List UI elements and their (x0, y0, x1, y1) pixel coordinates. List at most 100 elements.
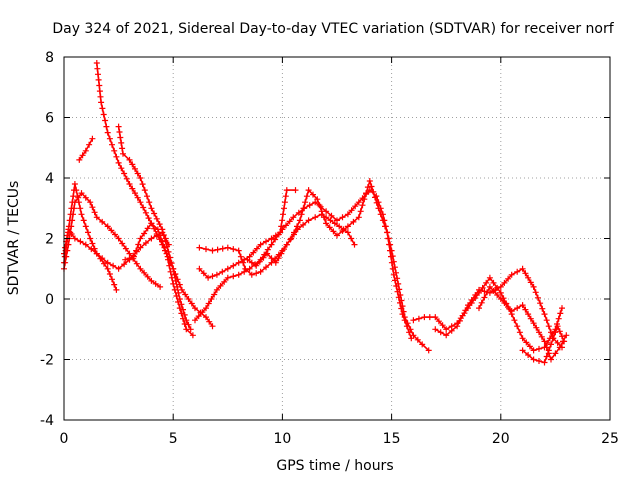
y-tick-label: -2 (40, 353, 54, 369)
data-point-marker (162, 235, 169, 242)
data-point-marker (77, 205, 84, 212)
data-point-marker (185, 321, 192, 328)
data-point-marker (152, 280, 159, 287)
data-point-marker (159, 238, 166, 245)
x-tick-label: 10 (273, 431, 291, 447)
data-point-marker (527, 279, 534, 286)
data-point-marker (209, 323, 216, 330)
data-point-marker (224, 244, 231, 251)
data-point-marker (129, 185, 136, 192)
data-point-marker (156, 221, 163, 228)
data-point-marker (113, 153, 120, 160)
data-point-marker (486, 274, 493, 281)
data-point-marker (323, 214, 330, 221)
data-point-marker (140, 204, 147, 211)
data-point-marker (312, 214, 319, 221)
data-point-marker (208, 296, 215, 302)
data-point-marker (205, 300, 212, 307)
data-point-marker (82, 147, 89, 154)
series-line (434, 267, 563, 349)
data-point-marker (536, 358, 542, 364)
data-point-marker (170, 280, 177, 287)
data-point-marker (94, 65, 101, 72)
tick-labels: 0 5 10 15 20 25 -4 -2 0 2 4 6 8 (40, 50, 619, 447)
data-point-marker (117, 134, 124, 141)
data-point-marker (287, 236, 294, 243)
data-point-marker (373, 199, 380, 206)
data-point-marker (363, 190, 370, 197)
data-point-marker (399, 311, 406, 318)
data-point-marker (82, 223, 89, 230)
series-track-k (244, 211, 358, 269)
data-point-marker (137, 175, 144, 181)
series-track-g (122, 220, 196, 339)
data-point-marker (89, 135, 96, 142)
data-point-marker (126, 181, 133, 187)
data-point-marker (178, 310, 185, 317)
data-point-marker (79, 152, 86, 159)
data-point-marker (98, 99, 105, 106)
data-point-marker (235, 271, 242, 278)
data-point-marker (93, 250, 100, 257)
series-track-j (196, 187, 299, 281)
data-point-marker (559, 333, 565, 340)
data-point-marker (327, 217, 334, 224)
data-point-marker (300, 221, 307, 228)
data-point-marker (497, 296, 504, 302)
data-point-marker (533, 324, 540, 331)
data-point-marker (97, 93, 104, 100)
data-point-marker (419, 341, 426, 348)
data-point-marker (192, 317, 198, 324)
data-point-marker (206, 318, 213, 325)
data-point-marker (519, 302, 526, 309)
data-point-marker (151, 210, 158, 217)
data-point-marker (111, 147, 118, 154)
data-point-marker (563, 332, 570, 339)
data-point-marker (484, 289, 491, 296)
data-point-marker (148, 235, 155, 242)
data-point-marker (541, 311, 548, 318)
data-point-marker (148, 277, 155, 284)
data-point-marker (181, 321, 188, 327)
data-point-marker (536, 345, 542, 352)
data-point-marker (351, 241, 358, 248)
data-point-marker (397, 299, 403, 306)
data-point-marker (432, 326, 439, 333)
data-point-marker (119, 145, 126, 152)
data-point-marker (389, 265, 396, 272)
data-point-marker (344, 211, 351, 218)
data-point-marker (103, 123, 110, 130)
data-point-marker (314, 196, 321, 203)
data-point-marker (99, 105, 106, 112)
data-point-marker (268, 255, 275, 262)
data-point-marker (112, 231, 118, 238)
data-point-marker (167, 268, 174, 275)
data-point-marker (121, 170, 128, 177)
data-point-marker (96, 88, 103, 95)
data-point-marker (534, 294, 541, 301)
data-point-marker (490, 279, 497, 286)
data-point-marker (80, 217, 87, 224)
y-axis-label: SDTVAR / TECUs (6, 181, 22, 296)
data-point-marker (176, 281, 183, 288)
data-point-marker (104, 265, 111, 272)
data-point-marker (282, 193, 289, 200)
data-point-marker (141, 187, 148, 194)
data-point-marker (132, 165, 138, 172)
data-point-marker (561, 338, 568, 345)
data-point-marker (545, 323, 552, 330)
data-point-marker (530, 320, 537, 327)
data-point-marker (142, 209, 149, 216)
data-point-marker (421, 314, 428, 321)
series-track-f (61, 181, 120, 293)
data-point-marker (500, 295, 507, 302)
data-point-marker (278, 223, 285, 230)
data-point-marker (539, 305, 546, 312)
data-point-marker (283, 241, 290, 248)
data-point-marker (115, 265, 122, 272)
data-point-marker (536, 329, 542, 336)
data-point-marker (113, 286, 120, 293)
data-point-marker (106, 135, 113, 142)
data-point-marker (283, 222, 289, 229)
